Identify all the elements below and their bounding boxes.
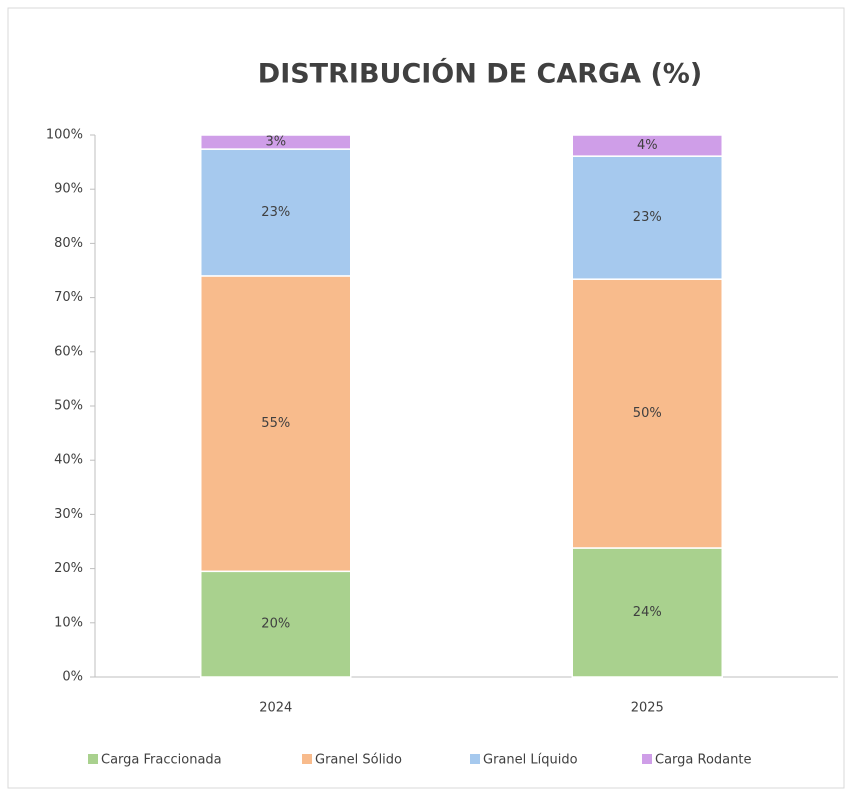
data-label: 20% xyxy=(261,617,290,632)
y-tick-label: 90% xyxy=(54,182,83,197)
data-label: 3% xyxy=(265,135,286,150)
legend-label: Carga Rodante xyxy=(655,753,751,768)
y-tick-label: 10% xyxy=(54,615,83,630)
y-tick-label: 40% xyxy=(54,453,83,468)
legend-label: Granel Sólido xyxy=(315,753,402,768)
data-label: 55% xyxy=(261,416,290,431)
legend-label: Granel Líquido xyxy=(483,753,578,768)
data-label: 24% xyxy=(633,605,662,620)
data-label: 23% xyxy=(261,205,290,220)
y-tick-label: 50% xyxy=(54,399,83,414)
y-tick-label: 100% xyxy=(46,128,83,143)
legend-swatch xyxy=(302,754,312,764)
y-tick-label: 0% xyxy=(62,670,83,685)
x-tick-label: 2024 xyxy=(259,701,292,716)
bar-segment xyxy=(571,155,723,280)
y-tick-label: 20% xyxy=(54,561,83,576)
x-tick-label: 2025 xyxy=(631,701,664,716)
y-tick-label: 60% xyxy=(54,344,83,359)
bar-segment xyxy=(200,134,352,150)
data-label: 4% xyxy=(637,138,658,153)
data-label: 50% xyxy=(633,406,662,421)
bar-segment xyxy=(200,275,352,573)
y-tick-label: 30% xyxy=(54,507,83,522)
data-label: 23% xyxy=(633,210,662,225)
legend-label: Carga Fraccionada xyxy=(101,753,222,768)
bar-segment xyxy=(200,570,352,678)
bar-segment xyxy=(571,547,723,678)
legend-swatch xyxy=(88,754,98,764)
bar-segment xyxy=(200,148,352,277)
y-tick-label: 70% xyxy=(54,290,83,305)
bar-segment xyxy=(571,134,723,157)
chart-title: DISTRIBUCIÓN DE CARGA (%) xyxy=(258,58,702,90)
legend-swatch xyxy=(642,754,652,764)
y-tick-label: 80% xyxy=(54,236,83,251)
legend-swatch xyxy=(470,754,480,764)
bar-segment xyxy=(571,278,723,549)
